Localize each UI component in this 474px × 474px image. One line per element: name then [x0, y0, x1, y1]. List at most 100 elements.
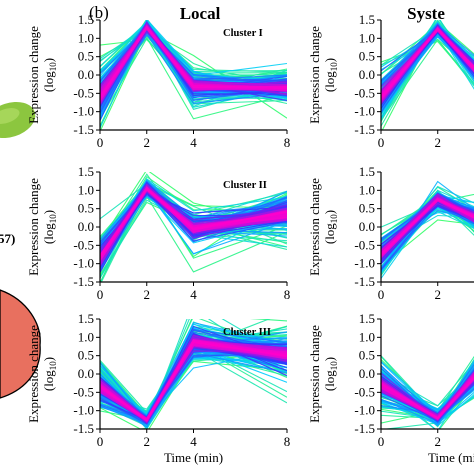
x-tick-label: 2: [144, 135, 151, 150]
x-tick-label: 0: [378, 287, 385, 302]
panel-label: (b): [89, 3, 109, 22]
cluster-panel-6: 1.51.00.50.0-0.5-1.0-1.5024Expression ch…: [307, 311, 474, 465]
x-tick-label: 8: [284, 287, 291, 302]
profile-lines: [100, 20, 287, 130]
cluster-panel-2: 1.5 1.0 0.5 0.0 -0.5 -1.0 -1.50 2 4 8 Expression c…: [26, 164, 290, 302]
y-tick-label: -1.5: [73, 274, 94, 289]
profile-line: [381, 209, 474, 261]
y-tick-label: 1.5: [78, 12, 94, 27]
y-tick-label: -0.5: [73, 237, 94, 252]
y-tick-label: 1.0: [78, 182, 94, 197]
x-tick-label: 8: [284, 135, 291, 150]
x-tick-label: 2: [144, 287, 151, 302]
y-tick-label: 0.0: [78, 366, 94, 381]
x-tick-label: 4: [190, 287, 197, 302]
profile-line: [381, 376, 474, 420]
y-tick-label: 1.5: [359, 12, 375, 27]
y-tick-label: 0.5: [78, 201, 94, 216]
profile-line: [100, 25, 287, 99]
profile-line: [381, 373, 474, 429]
y-tick-label: -1.5: [73, 421, 94, 436]
y-tick-label: -1.5: [354, 421, 375, 436]
profile-lines: [381, 20, 474, 130]
y-tick-label: 1.0: [78, 329, 94, 344]
profile-line: [100, 341, 287, 422]
y-tick-label: -0.5: [73, 384, 94, 399]
y-tick-label: -1.5: [354, 274, 375, 289]
y-tick-label: 0.0: [78, 219, 94, 234]
y-tick-label: -0.5: [354, 384, 375, 399]
y-tick-label: 1.5: [359, 164, 375, 179]
y-axis-label: Expression change(log10): [307, 178, 339, 276]
y-tick-label: -0.5: [354, 85, 375, 100]
y-axis-label: Expression change(log10): [26, 26, 58, 124]
profile-line: [381, 27, 474, 99]
y-tick-label: -0.5: [354, 237, 375, 252]
y-tick-label: 0.0: [359, 366, 375, 381]
cluster-panel-3: 1.5 1.0 0.5 0.0 -0.5 -1.0 -1.50 2 4 8 Expression c…: [26, 311, 291, 465]
column-title-local: Local: [180, 4, 221, 23]
y-tick-label: 0.5: [359, 201, 375, 216]
profile-line: [100, 187, 287, 258]
y-tick-label: 0.5: [359, 348, 375, 363]
x-tick-label: 8: [284, 434, 291, 449]
y-tick-label: 0.5: [78, 348, 94, 363]
y-tick-label: 1.5: [78, 164, 94, 179]
y-tick-label: 0.0: [359, 219, 375, 234]
y-tick-label: 0.5: [78, 49, 94, 64]
y-tick-label: 1.0: [78, 30, 94, 45]
x-tick-label: 2: [144, 434, 151, 449]
profile-lines: [381, 180, 474, 279]
x-tick-label: 4: [190, 135, 197, 150]
profile-line: [381, 192, 474, 250]
profile-lines: [381, 355, 474, 429]
y-tick-label: 0.0: [359, 67, 375, 82]
x-tick-label: 4: [190, 434, 197, 449]
y-tick-label: 1.0: [359, 329, 375, 344]
y-tick-label: -1.0: [354, 256, 375, 271]
cluster-panel-1: 1.5 1.0 0.5 0.0 -0.5 -1.0 -1.50 2 4 8 Expression c…: [26, 12, 290, 150]
leaf-shape-highlight: [0, 108, 20, 124]
y-tick-label: 0.5: [359, 49, 375, 64]
cluster-label: Cluster III: [223, 327, 271, 338]
column-title-systemic: Syste: [407, 4, 445, 23]
y-tick-label: -0.5: [73, 85, 94, 100]
y-tick-label: -1.5: [354, 122, 375, 137]
profile-line: [381, 380, 474, 425]
side-text-left: 57): [0, 231, 15, 246]
x-tick-label: 2: [434, 135, 441, 150]
x-tick-label: 2: [434, 287, 441, 302]
profile-line: [381, 198, 474, 257]
x-axis-label: Time (min): [428, 450, 474, 465]
y-axis-label: Expression change(log10): [307, 325, 339, 423]
cluster-panel-4: 1.51.00.50.0-0.5-1.0-1.5024Expression ch…: [307, 12, 474, 150]
x-tick-label: 2: [434, 434, 441, 449]
y-tick-label: -1.0: [73, 104, 94, 119]
profile-line: [381, 366, 474, 426]
y-tick-label: -1.5: [73, 122, 94, 137]
cluster-label: Cluster I: [223, 28, 263, 39]
cluster-label: Cluster II: [223, 180, 267, 191]
x-tick-label: 0: [378, 135, 385, 150]
x-tick-label: 0: [97, 434, 104, 449]
profile-lines: [100, 319, 287, 429]
y-axis-label: Expression change(log10): [26, 178, 58, 276]
y-tick-label: 1.0: [359, 182, 375, 197]
x-tick-label: 0: [97, 287, 104, 302]
profile-line: [381, 372, 474, 407]
x-tick-label: 0: [378, 434, 385, 449]
y-axis-label: Expression change(log10): [307, 26, 339, 124]
profile-lines: [100, 172, 287, 282]
y-tick-label: -1.0: [73, 403, 94, 418]
y-tick-label: -1.0: [73, 256, 94, 271]
x-tick-label: 0: [97, 135, 104, 150]
y-tick-label: 1.5: [78, 311, 94, 326]
y-tick-label: -1.0: [354, 403, 375, 418]
x-axis-label: Time (min): [164, 450, 223, 465]
y-tick-label: 0.0: [78, 67, 94, 82]
cluster-panel-5: 1.51.00.50.0-0.5-1.0-1.5024Expression ch…: [307, 164, 474, 302]
y-tick-label: 1.0: [359, 30, 375, 45]
y-tick-label: -1.0: [354, 104, 375, 119]
